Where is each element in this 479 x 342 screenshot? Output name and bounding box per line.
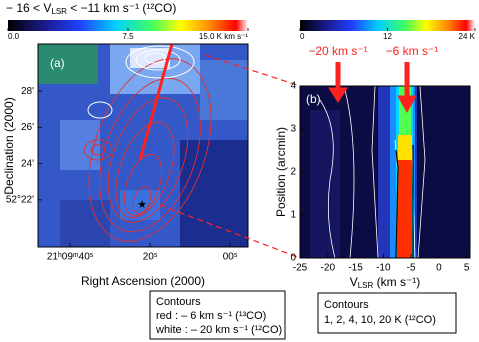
colorbar-label: 12 <box>383 32 392 41</box>
x-tick-label: -5 <box>407 263 416 274</box>
map-frame <box>37 43 249 248</box>
y-tick-label: 1 <box>290 210 296 221</box>
x-tick-label: 20ˢ <box>143 252 158 263</box>
x-tick-label: 0 <box>436 263 442 274</box>
legend-title: Contours <box>156 296 201 308</box>
legend-box <box>317 292 457 334</box>
velocity-arrows <box>328 62 417 114</box>
colorbar-label: 0 <box>300 32 305 41</box>
pv-image <box>300 85 470 259</box>
y-tick-label: 3 <box>290 124 296 135</box>
x-tick-label: -15 <box>348 263 363 274</box>
x-axis-label: VLSR (km s⁻¹) <box>350 275 421 290</box>
colorbar-a <box>8 20 248 31</box>
colorbar-label: 0.0 <box>8 32 20 41</box>
x-tick-label: -10 <box>376 263 391 274</box>
annotation: −20 km s⁻¹ <box>308 44 367 58</box>
colorbar-label: 24 K <box>459 32 476 41</box>
zoom-lines <box>159 54 301 259</box>
x-axis-label: Right Ascension (2000) <box>81 274 205 288</box>
legend-entry: white : – 20 km s⁻¹ (¹²CO) <box>155 324 282 336</box>
legend-entry: red : – 6 km s⁻¹ (¹³CO) <box>156 310 266 322</box>
panel-label: (b) <box>306 92 321 106</box>
legend-box <box>149 290 286 340</box>
y-tick-label: 2 <box>290 167 296 178</box>
legend-entry: 1, 2, 4, 10, 20 K (¹²CO) <box>324 314 436 326</box>
x-tick-label: 5 <box>464 263 470 274</box>
x-tick-label: 00ˢ <box>223 252 238 263</box>
y-axis-label: Position (arcmin) <box>274 127 288 217</box>
colorbar-b <box>300 20 475 31</box>
y-tick-label: 28' <box>21 86 34 97</box>
panel-label: (a) <box>50 56 65 70</box>
y-tick-label: 4 <box>290 81 296 92</box>
annotation: −6 km s⁻¹ <box>386 44 439 58</box>
x-tick-label: -25 <box>293 263 308 274</box>
y-tick-label: 24' <box>21 158 34 169</box>
map-title: − 16 < VLSR < −11 km s⁻¹ (¹²CO) <box>6 1 176 16</box>
y-tick-label: 0 <box>290 253 296 264</box>
y-tick-label: 26' <box>21 122 34 133</box>
y-tick-label: 52°22' <box>6 195 34 206</box>
colorbar-label: 15.0 K km s⁻¹ <box>199 32 248 41</box>
y-axis-label: Declination (2000) <box>2 97 16 194</box>
x-tick-label: 21ʰ09ᵐ40ˢ <box>47 252 94 263</box>
svg-text:★: ★ <box>137 199 147 211</box>
map-image: ★ <box>38 43 248 247</box>
colorbar-label: 7.5 <box>122 32 134 41</box>
legend-title: Contours <box>324 299 369 311</box>
x-tick-label: -20 <box>321 263 336 274</box>
